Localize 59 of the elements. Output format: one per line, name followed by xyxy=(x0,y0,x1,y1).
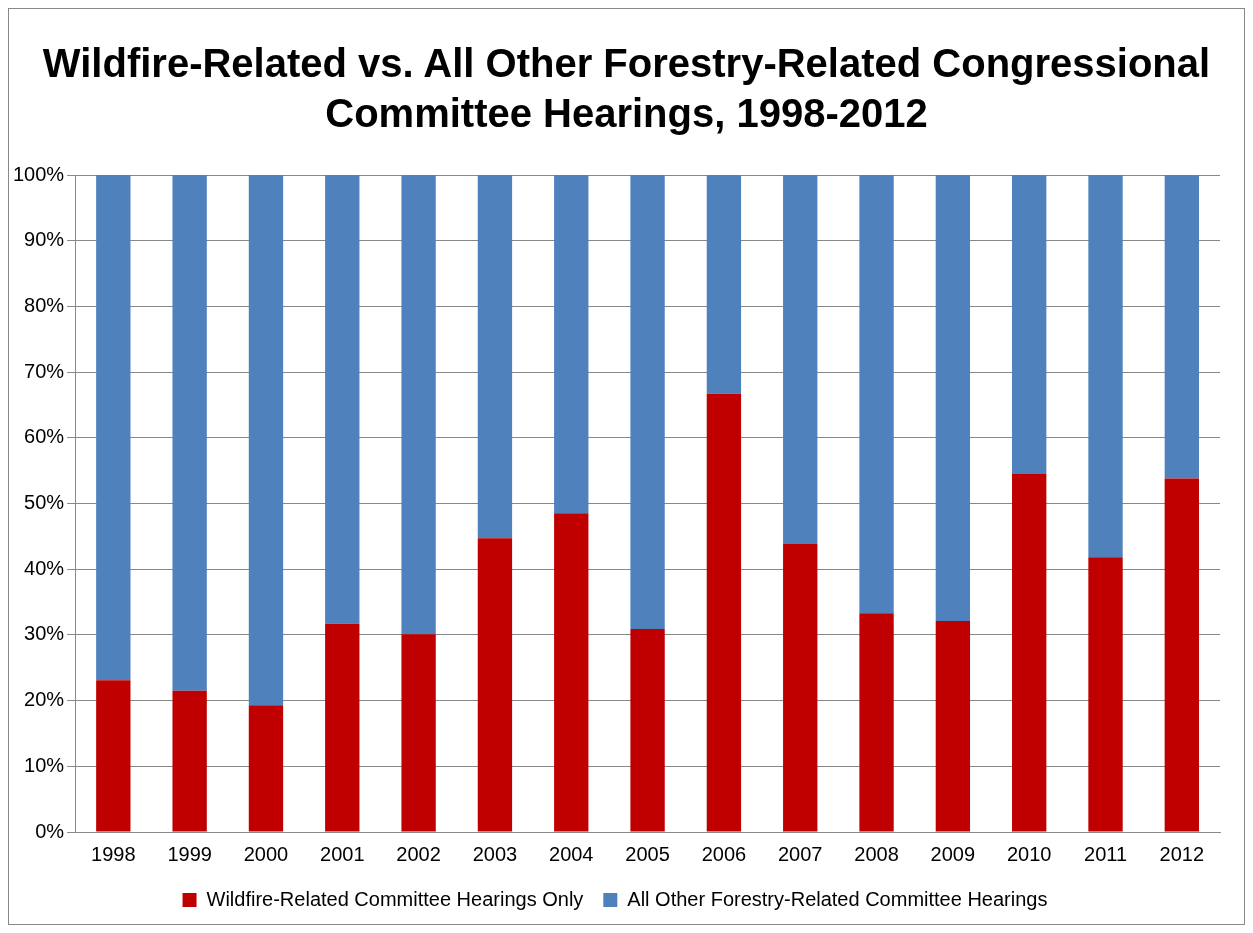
bar xyxy=(325,175,360,624)
legend-label: Wildfire-Related Committee Hearings Only xyxy=(206,887,584,910)
bar xyxy=(401,175,436,635)
y-tick-label: 70% xyxy=(24,359,65,382)
y-tick-label: 50% xyxy=(24,491,65,514)
bar xyxy=(172,690,207,832)
bar xyxy=(630,175,665,629)
bar xyxy=(172,175,207,691)
x-tick-label: 2010 xyxy=(1006,842,1052,865)
bar xyxy=(1012,473,1047,832)
bar xyxy=(935,175,971,622)
bar xyxy=(477,175,513,539)
x-tick-label: 2007 xyxy=(777,842,823,865)
y-tick-label: 30% xyxy=(24,622,65,645)
x-tick-label: 2009 xyxy=(930,842,976,865)
bar xyxy=(1164,175,1200,479)
bar xyxy=(1088,557,1123,832)
y-tick-label: 90% xyxy=(24,228,65,251)
x-tick-label: 2003 xyxy=(472,842,518,865)
bar xyxy=(96,680,131,832)
x-tick-label: 2011 xyxy=(1084,842,1128,865)
x-tick-label: 2000 xyxy=(243,842,289,865)
chart-title: Wildfire-Related vs. All Other Forestry-Related Congressional Committee Hearings, 1998-2012 xyxy=(41,40,1212,137)
bar xyxy=(96,175,131,681)
bar xyxy=(706,393,742,832)
bar xyxy=(248,705,284,832)
y-tick-label: 10% xyxy=(24,753,65,776)
y-tick-label: 40% xyxy=(24,556,65,579)
bar xyxy=(630,628,665,832)
bar xyxy=(1088,175,1123,558)
bar xyxy=(859,613,894,832)
y-tick-label: 0% xyxy=(35,819,65,842)
bar xyxy=(401,634,436,832)
x-tick-label: 1998 xyxy=(91,842,136,865)
bar xyxy=(477,538,513,832)
x-tick-label: 2006 xyxy=(701,842,747,865)
bar xyxy=(248,175,284,706)
y-tick-label: 100% xyxy=(13,162,65,185)
x-tick-label: 2005 xyxy=(625,842,670,865)
bar xyxy=(554,513,589,832)
bar xyxy=(783,175,818,544)
x-tick-label: 2008 xyxy=(854,842,899,865)
bar xyxy=(706,175,742,394)
bar xyxy=(783,543,818,832)
bar xyxy=(935,621,971,832)
y-tick-label: 80% xyxy=(24,293,65,316)
bar xyxy=(859,175,894,614)
x-tick-label: 2012 xyxy=(1159,842,1205,865)
legend-label: All Other Forestry-Related Committee Hearings xyxy=(627,887,1048,910)
bar xyxy=(1164,478,1200,832)
bar xyxy=(325,623,360,832)
x-tick-label: 2004 xyxy=(549,842,594,865)
x-tick-label: 2002 xyxy=(396,842,441,865)
y-tick-label: 60% xyxy=(24,425,65,448)
bar xyxy=(554,175,589,514)
x-tick-label: 1999 xyxy=(167,842,212,865)
bar xyxy=(1012,175,1047,474)
y-tick-label: 20% xyxy=(24,688,65,711)
x-tick-label: 2001 xyxy=(320,842,365,865)
